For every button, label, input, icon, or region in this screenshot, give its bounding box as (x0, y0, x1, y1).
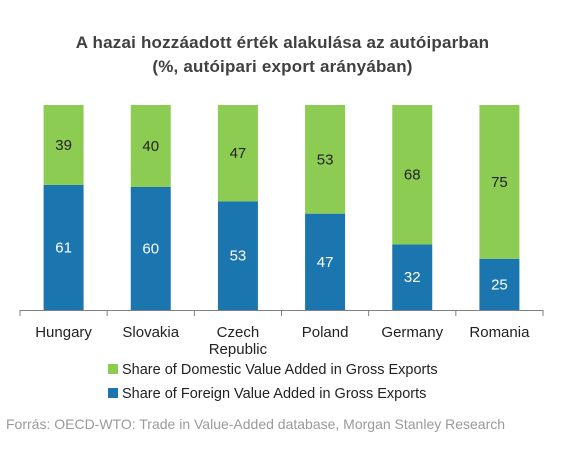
x-tick-label: Poland (302, 324, 349, 341)
bar-foreign (130, 187, 171, 310)
data-label-foreign: 60 (142, 241, 159, 258)
x-tick-label: Germany (381, 324, 443, 341)
bar-domestic (392, 105, 433, 245)
data-label-foreign: 32 (404, 269, 421, 286)
x-tick-label: Romania (469, 324, 530, 341)
bar-foreign (305, 213, 346, 310)
legend-label-foreign: Share of Foreign Value Added in Gross Ex… (122, 386, 427, 402)
data-label-domestic: 53 (317, 151, 334, 168)
data-label-foreign: 61 (55, 239, 72, 256)
data-label-foreign: 47 (317, 254, 334, 271)
data-label-domestic: 68 (404, 167, 421, 184)
x-tick-label: Hungary (35, 324, 92, 341)
bar-domestic (43, 105, 84, 185)
legend-item-domestic: Share of Domestic Value Added in Gross E… (108, 362, 438, 378)
source-note: Forrás: OECD-WTO: Trade in Value-Added d… (6, 416, 506, 432)
chart-title: A hazai hozzáadott érték alakulása az au… (75, 33, 490, 52)
bar-foreign (392, 244, 433, 310)
data-label-domestic: 47 (230, 145, 247, 162)
stacked-bar-chart: 61 39 Hungary 60 40 Slovakia 53 47 CzechRepublic… (19, 105, 544, 358)
bar-foreign (43, 184, 84, 310)
data-label-domestic: 40 (142, 138, 159, 155)
legend-label-domestic: Share of Domestic Value Added in Gross E… (122, 362, 438, 378)
bar-domestic (217, 105, 258, 202)
data-label-domestic: 39 (55, 137, 72, 154)
chart-subtitle: (%, autóipari export arányában) (152, 57, 413, 76)
bar-domestic (479, 105, 520, 259)
bar-foreign (479, 258, 520, 310)
data-label-foreign: 25 (491, 276, 508, 293)
data-label-foreign: 53 (230, 248, 247, 265)
bar-domestic (305, 105, 346, 214)
legend-item-foreign: Share of Foreign Value Added in Gross Ex… (108, 386, 426, 402)
legend-swatch-domestic (108, 364, 118, 374)
bar-domestic (130, 105, 171, 187)
data-label-domestic: 75 (491, 174, 508, 191)
bar-foreign (217, 201, 258, 310)
x-tick-label: Czech (217, 324, 260, 341)
x-tick-label: Republic (209, 341, 268, 358)
x-tick-label: Slovakia (122, 324, 179, 341)
legend-swatch-foreign (108, 388, 118, 398)
